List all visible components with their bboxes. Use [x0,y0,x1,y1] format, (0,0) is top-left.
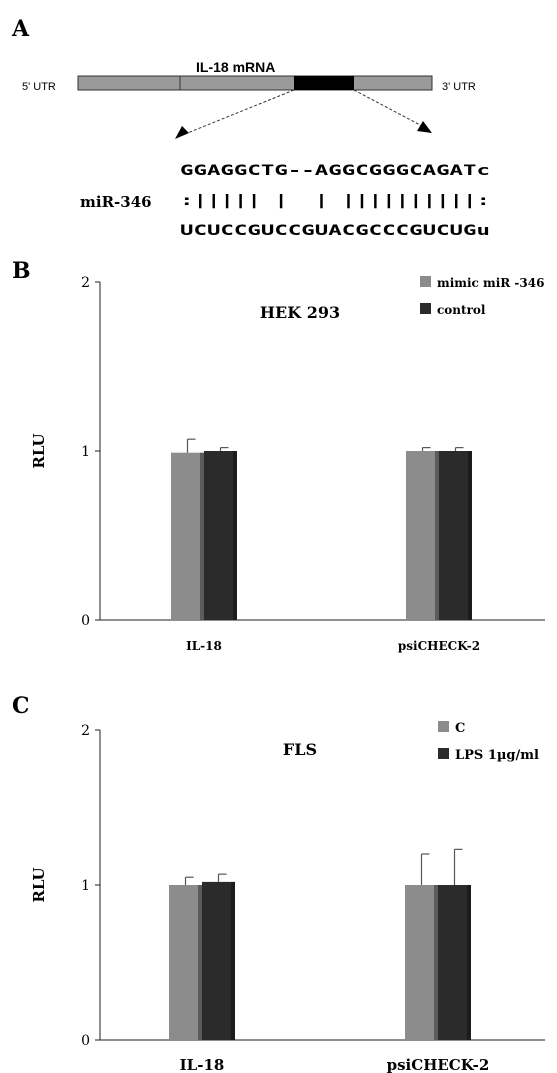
bar-shadow [434,885,438,1040]
category-label: IL-18 [186,639,222,653]
panel-b: B 0 1 2 RLU HEK 293 IL-18 psiCHECK-2 mimic miR … [12,258,545,653]
bar-series2 [438,885,471,1040]
bar-shadow [467,885,471,1040]
bar-series2 [202,882,235,1040]
chart-title: HEK 293 [260,303,340,322]
chart-title: FLS [283,740,317,759]
seq-mid: :||||| | | ||||||||||: [180,193,490,209]
y-axis-label: RLU [30,867,48,902]
seq-top: GGAGGCTG--AGGCGGGCAGATc [180,163,490,179]
mrna-bar [78,76,432,90]
y-tick-label: 1 [81,878,90,894]
legend-label: C [455,721,465,736]
pointer-arrow-left-icon [175,126,189,139]
category-label: psiCHECK-2 [387,1056,490,1073]
bar-shadow [198,885,202,1040]
mirna-name: miR-346 [80,193,152,211]
bar-series1 [169,885,202,1040]
y-tick-label: 1 [81,444,90,460]
y-tick-label: 0 [81,613,90,629]
bar-shadow [468,451,472,620]
pointer-arrow-right-icon [417,121,432,133]
bar-series1 [406,451,439,620]
utr5-label: 5' UTR [22,81,56,93]
bar-shadow [435,451,439,620]
y-axis-label: RLU [30,433,48,468]
pointer-line-left [185,90,294,134]
bar-shadow [231,882,235,1040]
legend-label: control [437,303,486,317]
bar-series2 [204,451,237,620]
panel-c-label: C [12,693,30,719]
mrna-label: IL-18 mRNA [196,59,275,75]
category-label: IL-18 [180,1056,225,1073]
legend-label: mimic miR -346 [437,276,544,290]
bar-series1 [171,453,204,620]
panel-b-label: B [12,258,31,284]
bar-series1 [405,885,438,1040]
y-tick-label: 2 [81,275,90,291]
utr3-label: 3' UTR [442,81,476,93]
pointer-line-right [354,90,422,126]
chart-b: 0 1 2 RLU HEK 293 IL-18 psiCHECK-2 mimic miR -3… [30,275,545,653]
legend-swatch [438,721,449,732]
category-label: psiCHECK-2 [398,639,480,653]
bar-shadow [233,451,237,620]
chart-c: 0 1 2 RLU FLS IL-18 psiCHECK-2 C LPS 1µg/ml [30,721,545,1073]
bar-series2 [439,451,472,620]
y-tick-label: 2 [81,723,90,739]
legend-swatch [420,303,431,314]
legend-label: LPS 1µg/ml [455,748,539,763]
seq-bot: UCUCCGUCCGUACGCCCGUCUGu [180,223,490,239]
legend-swatch [420,276,431,287]
panel-c: C 0 1 2 RLU FLS IL-18 psiCHECK-2 C LPS 1µg/ml [12,693,545,1073]
target-region [294,76,354,90]
y-tick-label: 0 [81,1033,90,1049]
bar-shadow [200,453,204,620]
legend-swatch [438,748,449,759]
panel-a: A IL-18 mRNA 5' UTR 3' UTR miR-346 GGAGG… [11,16,490,239]
panel-a-label: A [11,16,30,42]
